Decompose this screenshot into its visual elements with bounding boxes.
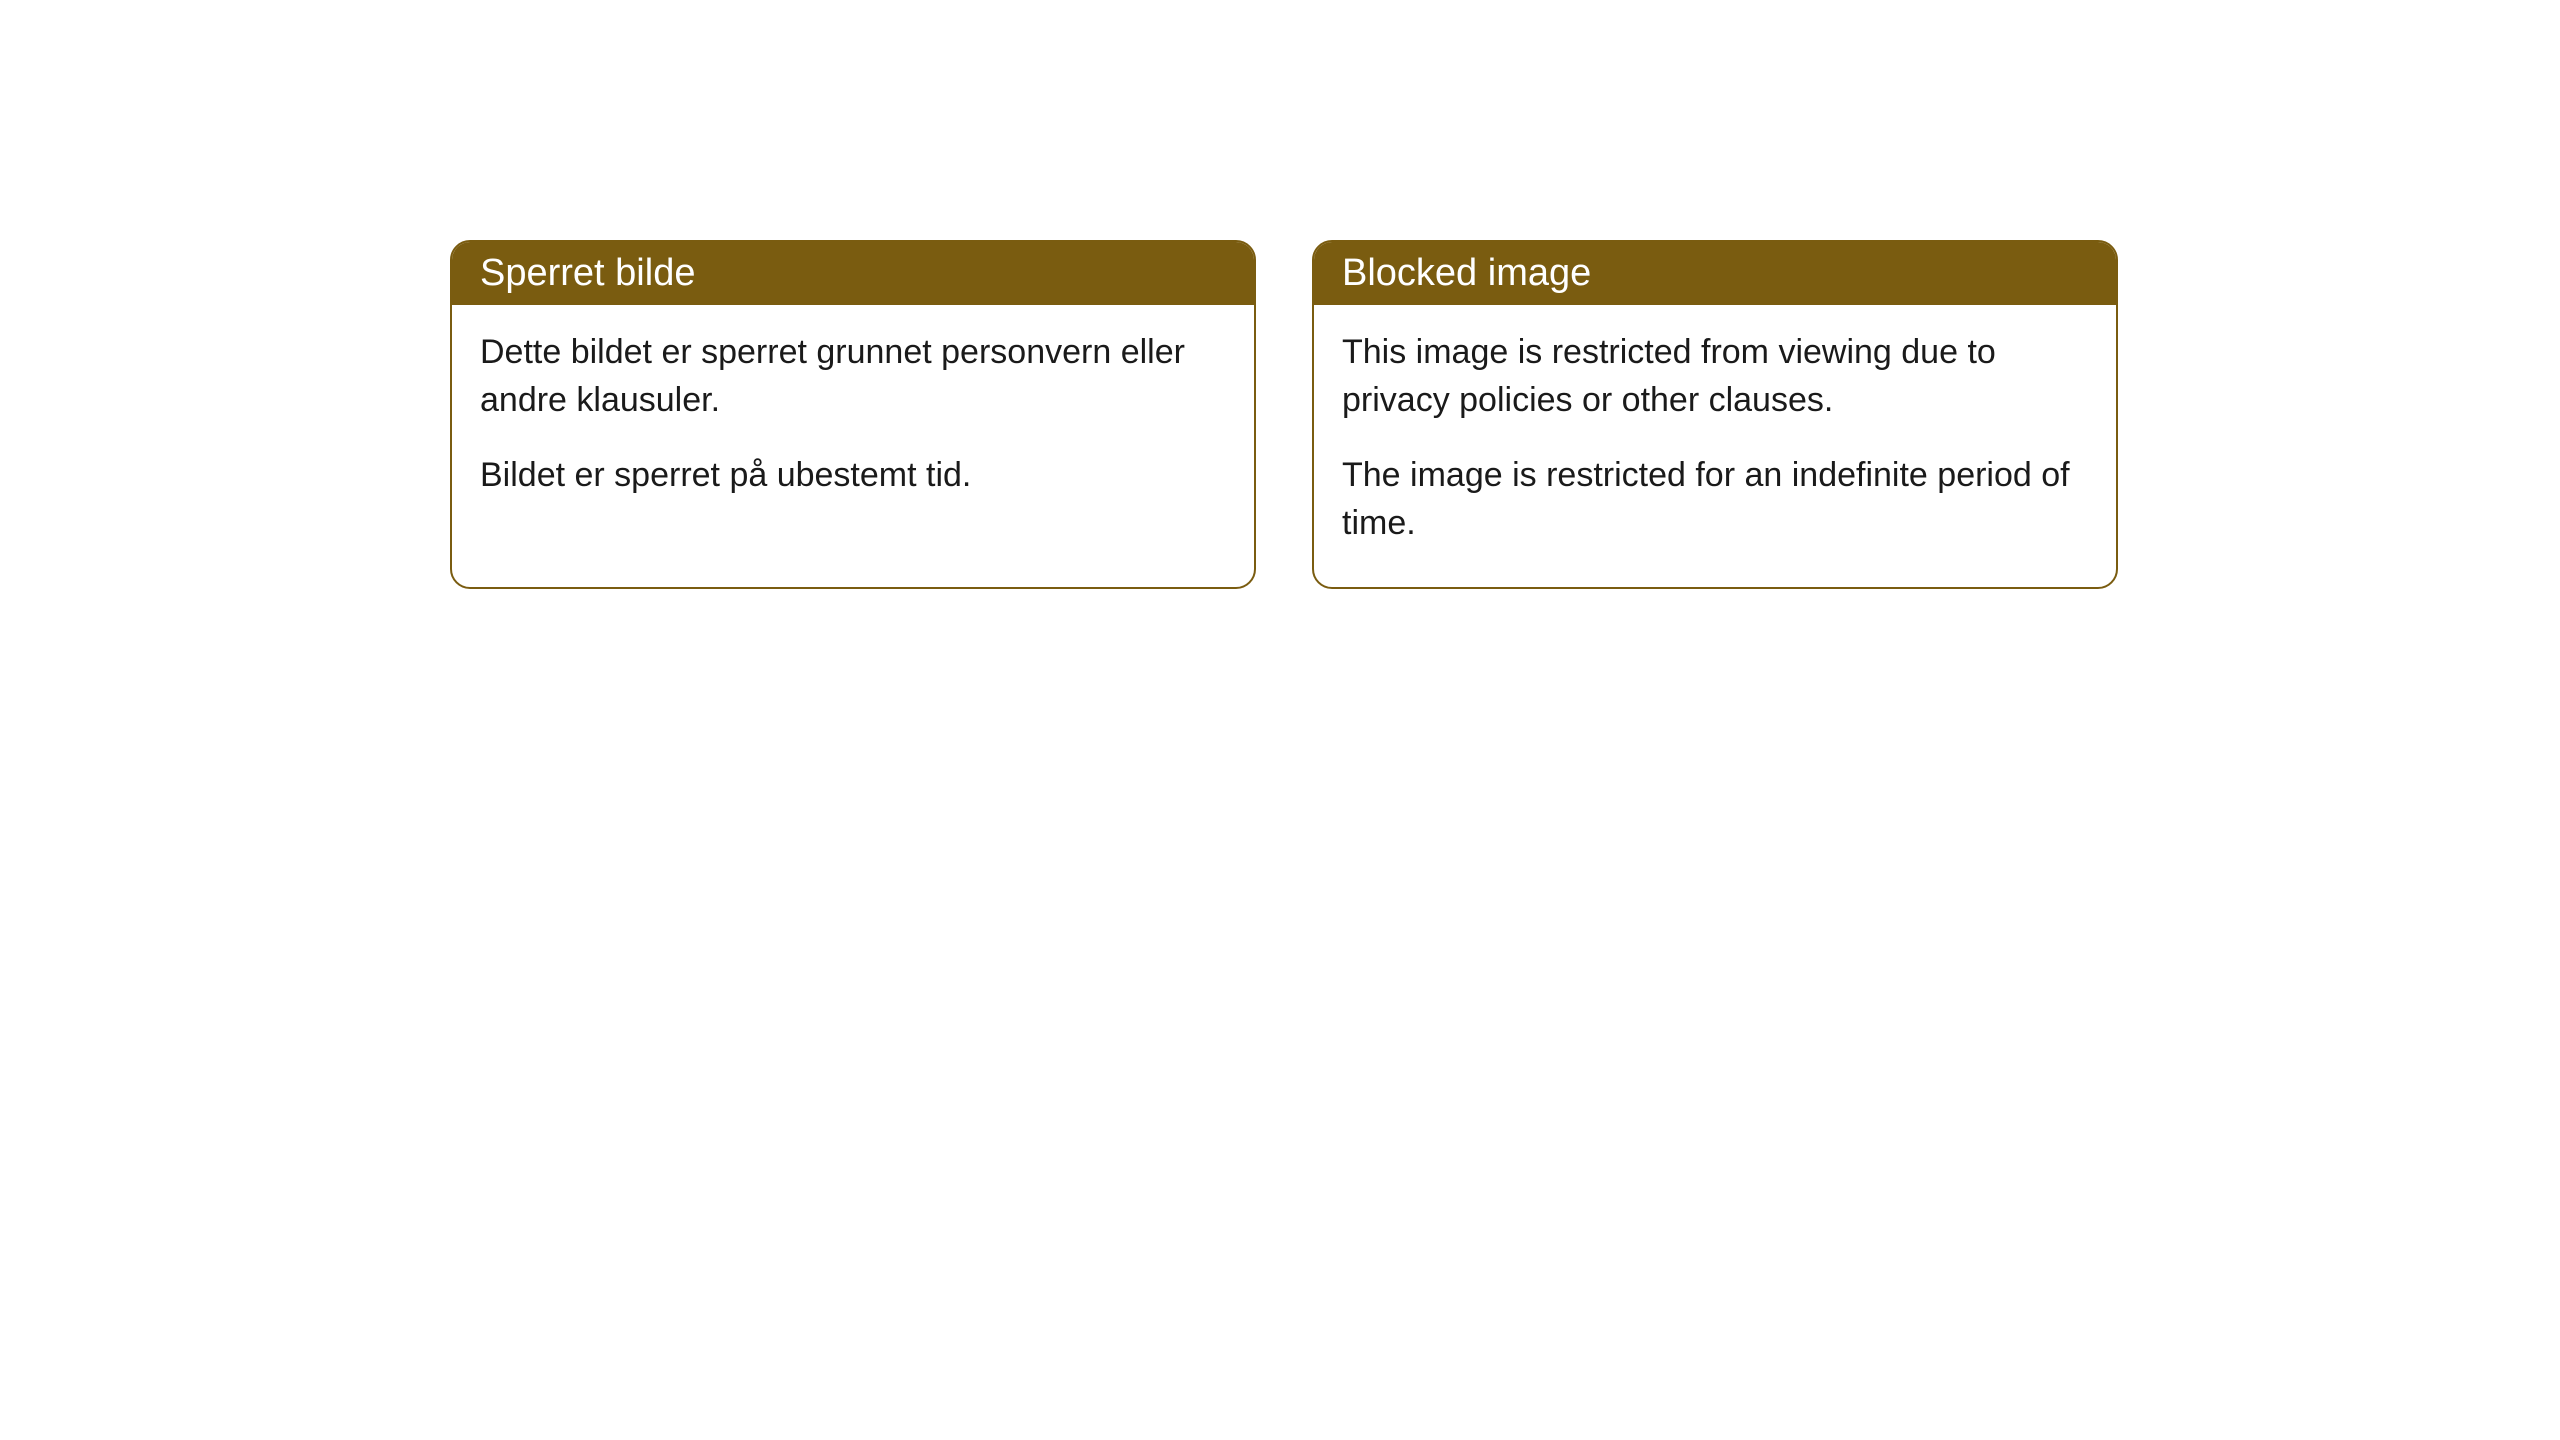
- card-paragraph-1-english: This image is restricted from viewing du…: [1342, 329, 2088, 424]
- notice-card-norwegian: Sperret bilde Dette bildet er sperret gr…: [450, 240, 1256, 589]
- notice-container: Sperret bilde Dette bildet er sperret gr…: [450, 240, 2118, 589]
- card-paragraph-2-english: The image is restricted for an indefinit…: [1342, 452, 2088, 547]
- card-paragraph-1-norwegian: Dette bildet er sperret grunnet personve…: [480, 329, 1226, 424]
- notice-card-english: Blocked image This image is restricted f…: [1312, 240, 2118, 589]
- card-header-norwegian: Sperret bilde: [452, 242, 1254, 305]
- card-body-english: This image is restricted from viewing du…: [1314, 305, 2116, 587]
- card-body-norwegian: Dette bildet er sperret grunnet personve…: [452, 305, 1254, 540]
- card-header-english: Blocked image: [1314, 242, 2116, 305]
- card-paragraph-2-norwegian: Bildet er sperret på ubestemt tid.: [480, 452, 1226, 500]
